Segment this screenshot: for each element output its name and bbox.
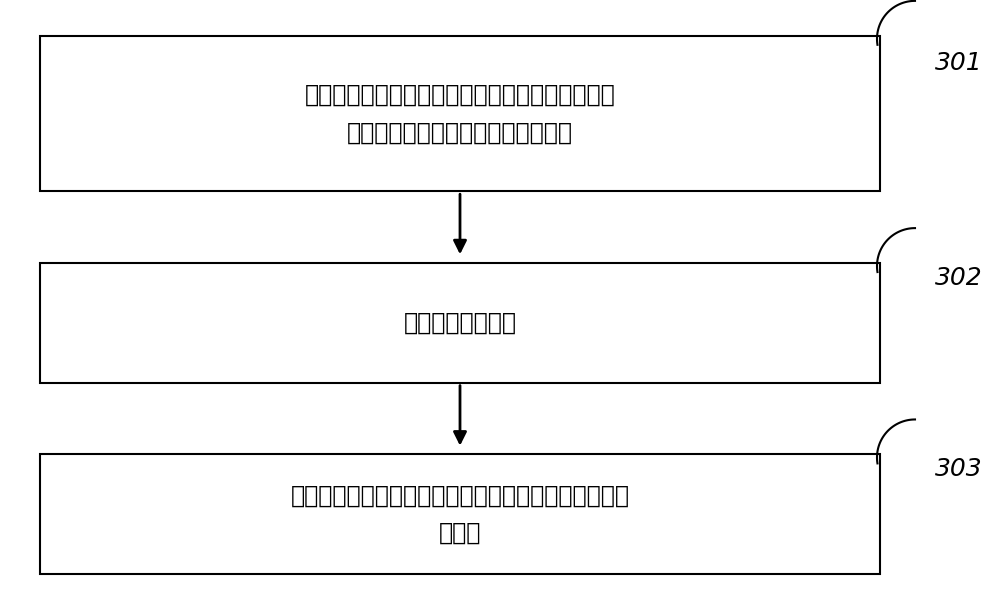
Text: 303: 303	[935, 457, 983, 481]
Text: 发送获取网络设备标识的请求信息；所述网络设备
标识，用于唯一标识对应的网络设备: 发送获取网络设备标识的请求信息；所述网络设备 标识，用于唯一标识对应的网络设备	[305, 83, 615, 144]
Text: 301: 301	[935, 51, 983, 75]
Text: 接收网络设备标识: 接收网络设备标识	[403, 311, 516, 335]
Text: 302: 302	[935, 266, 983, 290]
FancyBboxPatch shape	[40, 36, 880, 191]
FancyBboxPatch shape	[40, 263, 880, 383]
Text: 发送终端日志和对应的所述网络设备标识，用于定位网
络故障: 发送终端日志和对应的所述网络设备标识，用于定位网 络故障	[290, 484, 630, 545]
FancyBboxPatch shape	[40, 454, 880, 574]
